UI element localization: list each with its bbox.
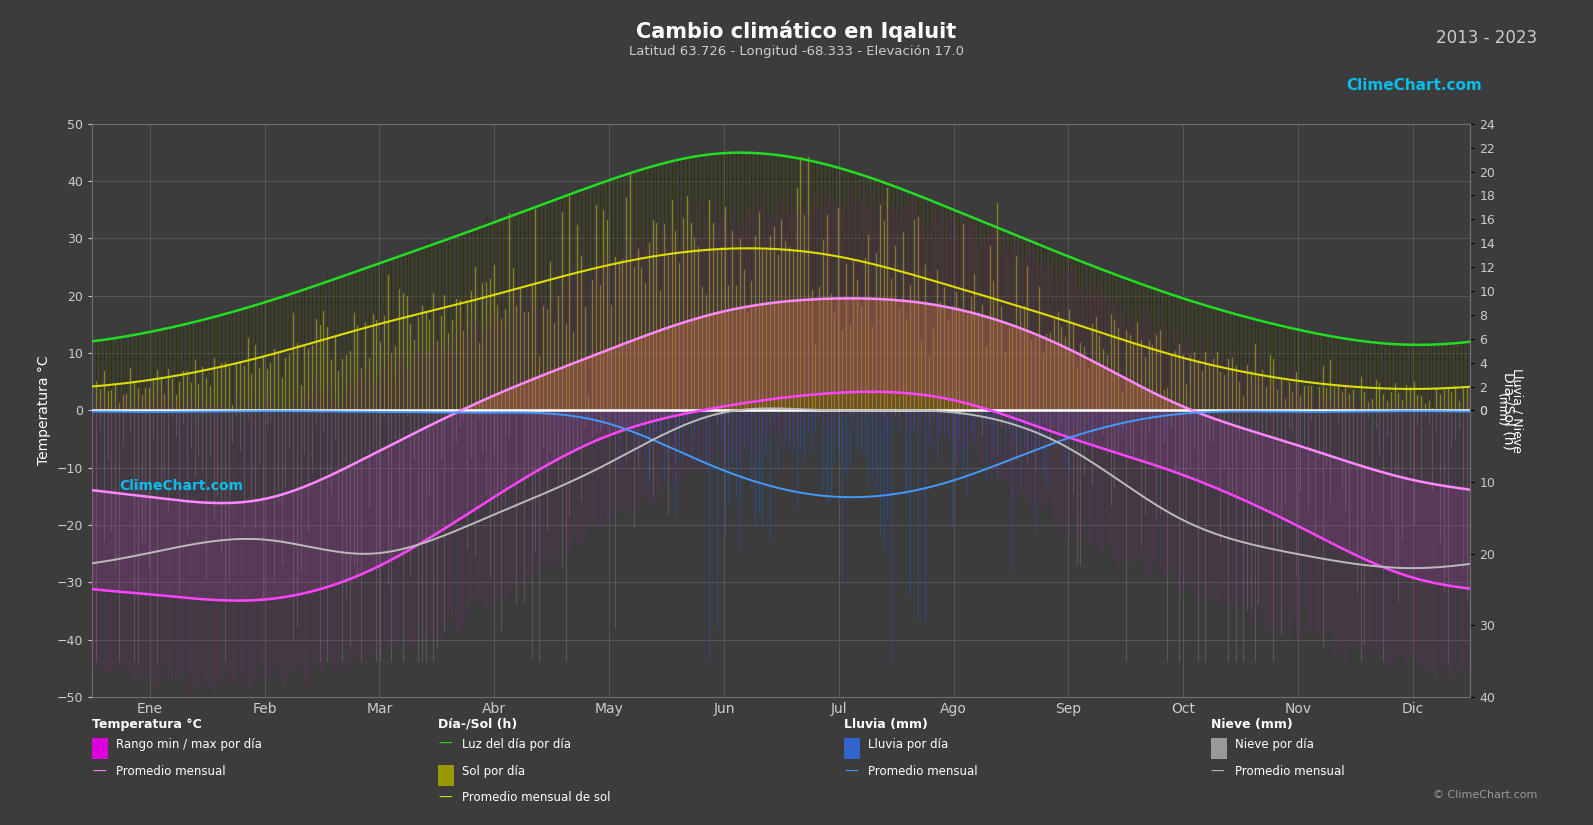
Y-axis label: Día-/Sol (h): Día-/Sol (h) — [1501, 371, 1515, 450]
Text: —: — — [438, 738, 452, 751]
Text: ClimeChart.com: ClimeChart.com — [119, 478, 244, 493]
Text: Día-/Sol (h): Día-/Sol (h) — [438, 718, 518, 731]
Text: —: — — [1211, 765, 1225, 778]
Text: 2013 - 2023: 2013 - 2023 — [1437, 29, 1537, 47]
Text: ClimeChart.com: ClimeChart.com — [1346, 78, 1481, 93]
Text: Cambio climático en Iqaluit: Cambio climático en Iqaluit — [636, 21, 957, 42]
Text: Nieve por día: Nieve por día — [1235, 738, 1314, 751]
Text: Rango min / max por día: Rango min / max por día — [116, 738, 263, 751]
Y-axis label: Lluvia / Nieve
(mm): Lluvia / Nieve (mm) — [1494, 368, 1523, 453]
Y-axis label: Temperatura °C: Temperatura °C — [37, 356, 51, 465]
Text: Sol por día: Sol por día — [462, 765, 526, 778]
Text: Promedio mensual: Promedio mensual — [116, 765, 226, 778]
Text: Promedio mensual: Promedio mensual — [868, 765, 978, 778]
Text: Luz del día por día: Luz del día por día — [462, 738, 570, 751]
Text: Temperatura °C: Temperatura °C — [92, 718, 202, 731]
Text: Promedio mensual: Promedio mensual — [1235, 765, 1344, 778]
Text: © ClimeChart.com: © ClimeChart.com — [1432, 790, 1537, 800]
Text: —: — — [92, 765, 107, 778]
Text: —: — — [844, 765, 859, 778]
Text: Lluvia (mm): Lluvia (mm) — [844, 718, 929, 731]
Text: Promedio mensual de sol: Promedio mensual de sol — [462, 791, 610, 804]
Text: Lluvia por día: Lluvia por día — [868, 738, 948, 751]
Text: —: — — [438, 791, 452, 804]
Text: Nieve (mm): Nieve (mm) — [1211, 718, 1292, 731]
Text: Latitud 63.726 - Longitud -68.333 - Elevación 17.0: Latitud 63.726 - Longitud -68.333 - Elev… — [629, 45, 964, 59]
